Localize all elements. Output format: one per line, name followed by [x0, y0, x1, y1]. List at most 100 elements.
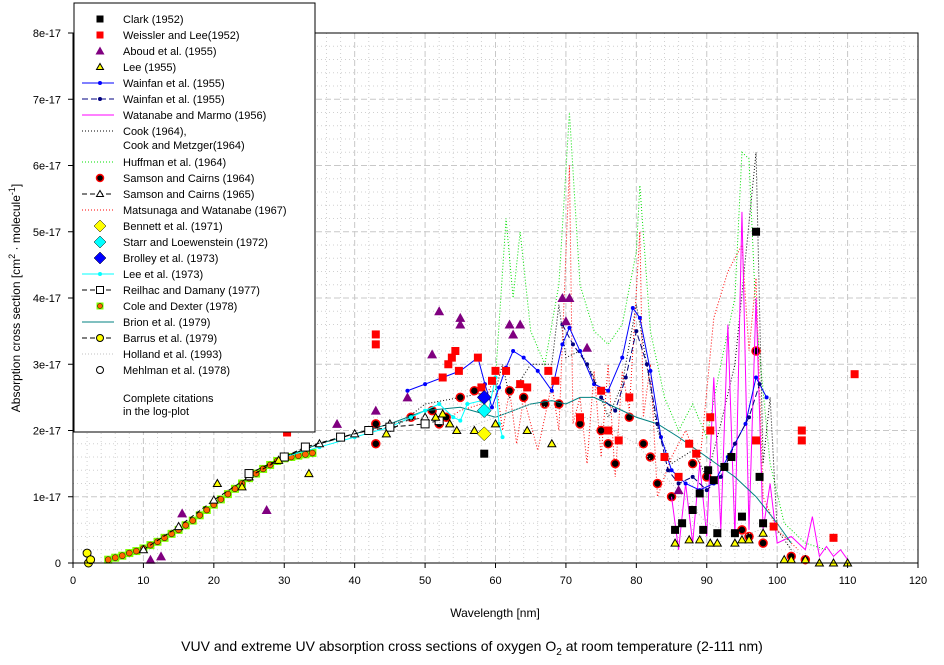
- data-point: [688, 506, 697, 514]
- legend-marker: [95, 173, 105, 183]
- data-point: [189, 517, 196, 524]
- data-point: [385, 422, 395, 432]
- y-tick-label: 3e-17: [33, 359, 61, 371]
- legend-marker: [97, 303, 103, 309]
- data-point: [104, 556, 112, 563]
- data-point: [364, 426, 374, 435]
- legend-marker: [96, 366, 104, 374]
- legend-item: Cole and Dexter (1978): [96, 301, 237, 313]
- data-point: [684, 534, 695, 544]
- y-axis: 0 1e-17 2e-17 3e-17 4e-17 5e-17 6e-17 7e-17 8e-1…: [33, 28, 73, 570]
- data-point: [829, 533, 838, 542]
- data-point: [224, 490, 232, 498]
- data-point: [447, 353, 456, 362]
- legend-item: Lee (1955): [95, 62, 176, 74]
- y-tick-label: 5e-17: [33, 227, 61, 239]
- data-point: [560, 342, 565, 347]
- x-tick-label: 60: [489, 575, 501, 587]
- x-tick-label: 10: [137, 575, 149, 587]
- legend-marker: [98, 272, 102, 276]
- series-reilhac-and-damany-1977: [244, 416, 444, 479]
- data-point: [521, 355, 526, 360]
- data-point: [751, 346, 761, 356]
- data-point: [732, 441, 737, 446]
- data-point: [444, 418, 455, 428]
- legend-item: Mehlman et al. (1978): [96, 365, 230, 377]
- data-point: [669, 468, 674, 473]
- legend-marker: [96, 334, 104, 342]
- legend-label: Matsunaga and Watanabe (1967): [123, 205, 286, 217]
- series-bennett-et-al-1971: [476, 426, 492, 442]
- data-point: [730, 538, 740, 547]
- data-point: [549, 388, 554, 393]
- legend-item: Watanabe and Marmo (1956): [82, 110, 266, 122]
- data-point: [634, 329, 639, 334]
- data-point: [332, 418, 343, 428]
- legend-label: Huffman et al. (1964): [123, 157, 226, 169]
- x-tick-label: 70: [560, 575, 572, 587]
- legend-item: Brolley et al. (1973): [93, 251, 218, 265]
- data-point: [518, 392, 529, 403]
- data-point: [119, 552, 126, 559]
- data-point: [154, 538, 161, 546]
- data-point: [261, 505, 272, 514]
- data-point: [409, 415, 413, 420]
- data-point: [648, 368, 653, 373]
- data-point: [687, 458, 698, 469]
- y-tick-label: 4e-17: [33, 293, 61, 305]
- data-point: [133, 547, 140, 555]
- x-tick-label: 40: [349, 575, 361, 587]
- data-point: [752, 436, 761, 445]
- data-point: [670, 538, 680, 547]
- series-line: [671, 211, 848, 560]
- data-point: [604, 426, 613, 435]
- series-line: [495, 112, 827, 551]
- data-point: [371, 439, 381, 449]
- data-point: [557, 293, 568, 302]
- data-point: [504, 319, 515, 329]
- data-point: [336, 432, 346, 442]
- x-axis-label: Wavelength [nm]: [450, 606, 540, 620]
- legend-marker: [93, 251, 107, 265]
- data-point: [112, 554, 119, 561]
- legend-label: Clark (1952): [123, 14, 184, 26]
- data-point: [544, 366, 553, 375]
- data-point: [705, 538, 716, 547]
- legend-label: Starr and Loewenstein (1972): [123, 237, 268, 249]
- data-point: [720, 462, 729, 471]
- data-point: [599, 395, 604, 400]
- legend: Clark (1952) Weissler and Lee(1952) Aboud …: [73, 2, 316, 433]
- data-point: [371, 330, 380, 339]
- series-cook-1964: [382, 152, 792, 551]
- y-tick-label: 8e-17: [33, 28, 61, 40]
- data-point: [455, 392, 466, 403]
- data-point: [673, 485, 684, 495]
- data-point: [138, 544, 149, 554]
- data-point: [613, 408, 618, 413]
- data-point: [508, 329, 519, 339]
- legend-item: Brion et al. (1979): [82, 317, 210, 329]
- legend-item: Samson and Cairns (1964): [95, 173, 254, 185]
- data-point: [217, 496, 225, 503]
- data-point: [523, 383, 532, 392]
- data-point: [754, 375, 759, 380]
- series-huffman-et-al-1964: [495, 112, 827, 551]
- data-point: [455, 319, 466, 329]
- data-point: [465, 402, 470, 406]
- data-point: [535, 368, 540, 373]
- legend-marker: [95, 46, 105, 55]
- x-tick-label: 50: [419, 575, 431, 587]
- legend-item: Reilhac and Damany (1977): [82, 285, 260, 297]
- legend-item: Lee et al. (1973): [82, 269, 203, 281]
- data-point: [758, 528, 768, 537]
- data-point: [606, 388, 611, 393]
- x-tick-label: 30: [278, 575, 290, 587]
- data-point: [564, 293, 575, 302]
- data-point: [420, 419, 430, 429]
- series-layer: [82, 112, 859, 568]
- data-point: [455, 312, 466, 322]
- chart-title: VUV and extreme UV absorption cross sect…: [181, 638, 763, 658]
- data-point: [423, 408, 428, 413]
- data-point: [637, 315, 642, 320]
